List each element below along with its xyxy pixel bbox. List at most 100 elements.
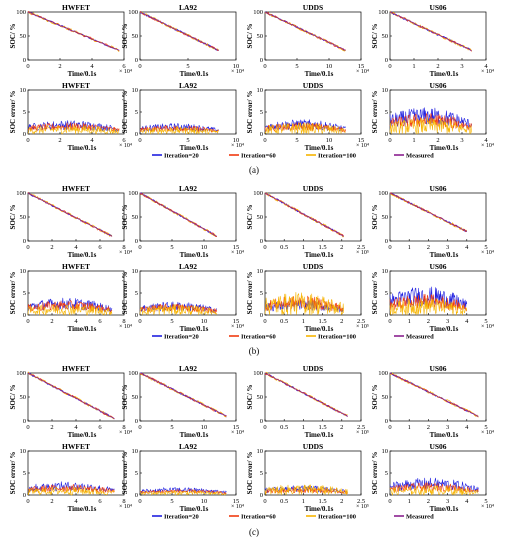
legend-entry: Iteration=60	[241, 514, 276, 521]
y-tick-label: 5	[135, 290, 138, 297]
y-tick-label: 50	[132, 394, 139, 401]
legend-entry: Measured	[406, 334, 434, 341]
x-axis-label: Time/0.1s	[430, 431, 459, 439]
x-tick-label: 2	[427, 318, 430, 325]
x-tick-label: 8	[122, 498, 125, 505]
y-axis-label: SOC error/ %	[9, 452, 17, 495]
y-axis-label: SOC/ %	[246, 23, 254, 48]
y-tick-label: 10	[257, 87, 264, 94]
y-tick-label: 0	[260, 492, 263, 499]
x-axis-label: Time/0.1s	[180, 431, 209, 439]
x-tick-label: 1	[412, 137, 415, 144]
x-tick-label: 15	[358, 137, 365, 144]
subfigure-caption: (c)	[249, 527, 259, 537]
y-tick-label: 10	[257, 448, 264, 455]
soc-title: UDDS	[303, 184, 323, 193]
soc-title: LA92	[179, 184, 197, 193]
x-tick-label: 0	[26, 137, 29, 144]
legend-entry: Iteration=20	[164, 153, 199, 160]
soc-title: UDDS	[303, 364, 323, 373]
x-tick-label: 4	[74, 498, 78, 505]
x-tick-label: 0	[263, 63, 266, 70]
y-tick-label: 50	[132, 214, 139, 221]
x-axis-label: Time/0.1s	[68, 251, 97, 259]
error-panel: 0 0.5 1 1.5 2 2.5 0 5 10 UDDS Time/0.1s SOC error/ …	[246, 442, 369, 513]
soc-panel: 0 2 4 6 0 50 100 HWFET Time/0.1s SOC/ % × 10⁴	[9, 3, 132, 78]
x-tick-label: 4	[484, 137, 488, 144]
series-line-iteration-60	[389, 113, 472, 131]
x-tick-label: 1.5	[319, 318, 327, 325]
x-tick-label: 2	[427, 424, 430, 431]
x-tick-label: 5	[295, 137, 298, 144]
x-tick-label: 6	[98, 498, 102, 505]
y-tick-label: 5	[260, 470, 263, 477]
subfigure-caption: (a)	[249, 165, 259, 175]
soc-title: HWFET	[62, 364, 90, 373]
y-tick-label: 50	[20, 394, 27, 401]
x-tick-label: 0.5	[280, 244, 288, 251]
soc-title: UDDS	[303, 3, 323, 12]
soc-panel: 0 1 2 3 4 0 50 100 US06 Time/0.1s SOC/ % × 10⁴	[371, 3, 494, 78]
error-panel: 0 1 2 3 4 0 5 10 US06 Time/0.1s SOC error/ % × 10⁴	[371, 81, 494, 152]
x-tick-label: 8	[122, 424, 125, 431]
x-axis-exponent: × 10⁴	[119, 69, 132, 75]
x-tick-label: 4	[74, 318, 78, 325]
x-tick-label: 5	[484, 498, 487, 505]
x-tick-label: 10	[233, 137, 240, 144]
y-tick-label: 10	[20, 87, 27, 94]
x-tick-label: 3	[446, 424, 449, 431]
x-axis-label: Time/0.1s	[180, 144, 209, 152]
x-tick-label: 4	[465, 498, 469, 505]
series-line-measured	[264, 11, 346, 51]
y-tick-label: 0	[260, 312, 263, 319]
series-line-measured	[139, 192, 217, 237]
y-tick-label: 0	[385, 312, 388, 319]
x-tick-label: 4	[465, 424, 469, 431]
y-tick-label: 5	[135, 470, 138, 477]
y-tick-label: 0	[385, 418, 388, 425]
y-tick-label: 50	[382, 33, 389, 40]
y-tick-label: 0	[260, 57, 263, 64]
x-axis-exponent: × 10⁴	[356, 143, 369, 149]
x-tick-label: 0	[138, 318, 141, 325]
x-tick-label: 0.5	[280, 318, 288, 325]
x-tick-label: 15	[358, 63, 365, 70]
x-tick-label: 2	[436, 137, 439, 144]
x-tick-label: 10	[201, 424, 208, 431]
y-axis-label: SOC error/ %	[246, 272, 254, 315]
y-tick-label: 0	[260, 418, 263, 425]
y-axis-label: SOC error/ %	[9, 272, 17, 315]
y-tick-label: 100	[16, 9, 26, 16]
x-tick-label: 10	[201, 318, 208, 325]
x-tick-label: 2	[340, 498, 343, 505]
x-tick-label: 1	[412, 63, 415, 70]
series-line-iteration-100	[389, 485, 479, 496]
x-axis-exponent: × 10⁴	[119, 504, 132, 510]
y-axis-label: SOC error/ %	[121, 91, 129, 134]
x-tick-label: 6	[98, 318, 102, 325]
y-tick-label: 0	[23, 312, 26, 319]
x-axis-exponent: × 10⁴	[481, 504, 494, 510]
legend: Iteration=20 Iteration=60 Iteration=100 Mea…	[152, 334, 434, 341]
soc-title: LA92	[179, 364, 197, 373]
x-tick-label: 15	[233, 244, 240, 251]
x-axis-exponent: × 10⁴	[231, 69, 244, 75]
x-tick-label: 3	[460, 63, 463, 70]
legend-entry: Iteration=20	[164, 514, 199, 521]
x-tick-label: 0	[263, 137, 266, 144]
x-tick-label: 5	[170, 318, 173, 325]
x-tick-label: 6	[98, 244, 102, 251]
x-tick-label: 2.5	[357, 498, 365, 505]
x-tick-label: 2	[50, 244, 53, 251]
x-tick-label: 0	[388, 498, 391, 505]
x-tick-label: 2	[340, 424, 343, 431]
x-tick-label: 2	[340, 318, 343, 325]
soc-title: US06	[429, 3, 446, 12]
x-tick-label: 10	[326, 63, 333, 70]
x-tick-label: 5	[484, 424, 487, 431]
y-tick-label: 100	[378, 190, 388, 197]
legend-entry: Iteration=100	[318, 334, 356, 341]
x-tick-label: 15	[233, 498, 240, 505]
legend-entry: Iteration=100	[318, 153, 356, 160]
error-title: HWFET	[62, 262, 90, 271]
